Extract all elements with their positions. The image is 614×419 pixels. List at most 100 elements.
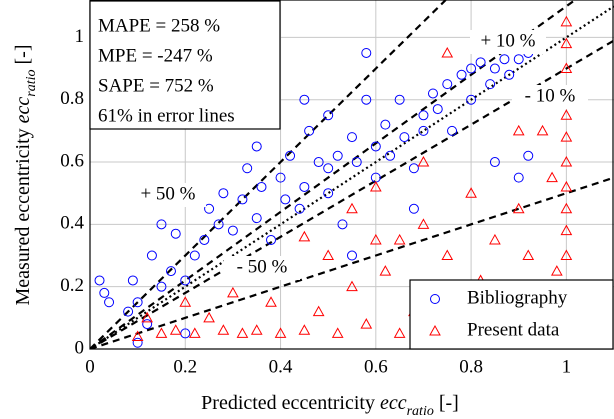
label-background [512, 85, 588, 109]
circle-marker [251, 213, 262, 224]
triangle-marker [274, 327, 287, 338]
circle-marker [337, 219, 348, 230]
circle-marker [489, 157, 500, 168]
circle-marker [237, 194, 248, 205]
circle-marker [275, 172, 286, 183]
triangle-marker [560, 249, 573, 261]
circle-marker [132, 337, 143, 348]
x-tick-label: 0 [85, 356, 95, 377]
stats-text: SAPE = 752 % [98, 75, 214, 96]
y-axis-label: Measured eccentricity eccratio [-] [12, 45, 39, 306]
triangle-marker [265, 296, 277, 307]
y-tick-label: 0.2 [60, 275, 84, 296]
circle-marker [123, 306, 134, 317]
circle-marker [266, 234, 277, 245]
triangle-marker [369, 233, 382, 245]
circle-marker [251, 141, 262, 152]
x-axis-label-part: Predicted eccentricity [201, 392, 375, 414]
circle-marker [399, 132, 410, 143]
plot-frame [89, 0, 614, 350]
x-axis-label: Predicted eccentricity eccratio [-] [201, 392, 459, 419]
legend-box [409, 279, 614, 350]
triangle-marker [298, 324, 311, 335]
x-tick-label: 0.6 [364, 356, 388, 377]
triangle-marker [298, 230, 311, 242]
x-tick-label: 0.4 [269, 356, 293, 377]
reference-label: + 50 % [140, 183, 195, 204]
triangle-marker [203, 311, 215, 323]
legend-marker [430, 294, 440, 304]
x-axis-label-part: [-] [439, 392, 459, 414]
circle-marker [347, 250, 357, 261]
circle-marker [394, 94, 405, 105]
circle-marker [242, 163, 253, 174]
circle-marker [489, 63, 500, 74]
triangle-marker [169, 324, 182, 335]
circle-marker [466, 63, 477, 74]
triangle-marker [346, 202, 358, 214]
triangle-marker [236, 327, 249, 338]
circle-marker [442, 79, 453, 90]
circle-marker [213, 219, 224, 230]
circle-marker [189, 250, 200, 261]
circle-marker [94, 275, 105, 286]
triangle-marker [489, 233, 501, 245]
reference-line [90, 176, 614, 349]
triangle-marker [560, 37, 573, 49]
triangle-marker [512, 202, 525, 214]
circle-marker [499, 54, 510, 65]
x-axis-label-part: ratio [407, 404, 434, 419]
circle-marker [104, 297, 115, 308]
circle-marker [323, 110, 334, 121]
triangle-marker [536, 124, 549, 136]
triangle-marker [155, 327, 168, 338]
x-tick-label: 0.8 [459, 356, 483, 377]
triangle-marker [560, 156, 573, 167]
circle-marker [432, 104, 443, 115]
triangle-marker [512, 124, 525, 136]
circle-marker [313, 157, 324, 168]
reference-label: + 10 % [480, 30, 535, 51]
circle-marker [304, 125, 315, 136]
reference-label: - 50 % [237, 256, 288, 277]
legend-marker [429, 324, 441, 336]
triangle-marker [250, 324, 263, 335]
circle-marker [132, 297, 143, 308]
y-axis-label-part: Measured eccentricity [12, 128, 34, 305]
circle-marker [504, 69, 515, 80]
y-tick-label: 0.6 [60, 150, 84, 171]
triangle-marker [131, 330, 144, 342]
circle-marker [513, 172, 524, 183]
reference-line [90, 5, 614, 349]
triangle-marker [560, 224, 573, 236]
triangle-marker [560, 15, 573, 27]
circle-marker [294, 203, 305, 214]
circle-marker [418, 125, 429, 136]
circle-marker [427, 88, 438, 99]
circle-marker [256, 181, 267, 192]
circle-marker [323, 163, 334, 174]
reference-label: - 10 % [525, 85, 576, 106]
circle-marker [523, 150, 534, 161]
circle-marker [142, 319, 153, 330]
triangle-marker [393, 327, 406, 338]
triangle-marker [546, 171, 558, 183]
legend-label: Bibliography [467, 287, 568, 308]
circle-marker [385, 150, 396, 161]
label-background [130, 183, 206, 207]
circle-marker [332, 150, 343, 161]
circle-marker [299, 181, 310, 192]
triangle-marker [217, 324, 230, 335]
circle-marker [485, 79, 496, 90]
y-tick-label: 0.8 [60, 88, 84, 109]
triangle-marker [465, 187, 477, 198]
circle-marker [285, 150, 296, 161]
triangle-marker [369, 180, 382, 192]
triangle-marker [379, 265, 392, 276]
triangle-marker [550, 265, 563, 276]
circle-marker [199, 234, 210, 245]
stats-text: MAPE = 258 % [98, 15, 220, 36]
triangle-marker [417, 156, 430, 167]
circle-marker [456, 69, 467, 80]
